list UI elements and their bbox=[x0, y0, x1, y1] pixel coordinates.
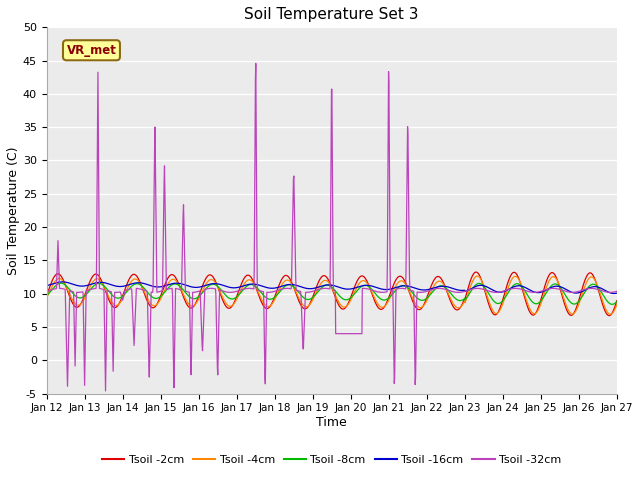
Tsoil -16cm bbox=[307, 286, 315, 291]
Tsoil -32cm bbox=[285, 286, 293, 291]
Tsoil -16cm bbox=[285, 282, 292, 288]
Tsoil -4cm bbox=[285, 277, 292, 283]
Tsoil -16cm bbox=[87, 281, 95, 287]
Tsoil -4cm bbox=[367, 288, 375, 293]
Tsoil -2cm bbox=[307, 300, 314, 305]
Tsoil -2cm bbox=[43, 292, 51, 298]
Tsoil -2cm bbox=[472, 269, 480, 275]
Tsoil -2cm bbox=[367, 288, 375, 294]
Tsoil -8cm bbox=[367, 286, 375, 292]
Tsoil -8cm bbox=[613, 299, 621, 304]
Tsoil -4cm bbox=[307, 300, 314, 306]
Tsoil -32cm bbox=[297, 293, 305, 299]
Tsoil -32cm bbox=[111, 307, 118, 313]
Y-axis label: Soil Temperature (C): Soil Temperature (C) bbox=[7, 146, 20, 275]
Legend: Tsoil -2cm, Tsoil -4cm, Tsoil -8cm, Tsoil -16cm, Tsoil -32cm: Tsoil -2cm, Tsoil -4cm, Tsoil -8cm, Tsoi… bbox=[98, 450, 566, 469]
Tsoil -2cm bbox=[87, 277, 95, 283]
Tsoil -32cm bbox=[87, 287, 95, 292]
Text: VR_met: VR_met bbox=[67, 44, 116, 57]
Tsoil -16cm bbox=[43, 283, 51, 288]
Tsoil -16cm bbox=[611, 290, 618, 296]
Line: Tsoil -4cm: Tsoil -4cm bbox=[47, 276, 617, 314]
Tsoil -4cm bbox=[110, 302, 118, 308]
Tsoil -16cm bbox=[111, 283, 118, 288]
Tsoil -4cm bbox=[607, 312, 614, 317]
X-axis label: Time: Time bbox=[316, 416, 347, 429]
Line: Tsoil -16cm: Tsoil -16cm bbox=[47, 282, 617, 293]
Tsoil -4cm bbox=[296, 298, 304, 304]
Tsoil -32cm bbox=[613, 288, 621, 294]
Tsoil -32cm bbox=[43, 288, 51, 294]
Tsoil -4cm bbox=[43, 295, 51, 301]
Tsoil -8cm bbox=[57, 280, 65, 286]
Line: Tsoil -8cm: Tsoil -8cm bbox=[47, 283, 617, 304]
Tsoil -2cm bbox=[613, 298, 621, 303]
Tsoil -4cm bbox=[87, 283, 95, 288]
Tsoil -8cm bbox=[87, 286, 95, 291]
Tsoil -16cm bbox=[613, 290, 621, 296]
Tsoil -2cm bbox=[605, 313, 613, 319]
Tsoil -8cm bbox=[43, 293, 51, 299]
Tsoil -2cm bbox=[296, 301, 304, 307]
Tsoil -16cm bbox=[367, 283, 375, 289]
Tsoil -32cm bbox=[307, 289, 315, 295]
Tsoil -4cm bbox=[474, 273, 481, 279]
Line: Tsoil -2cm: Tsoil -2cm bbox=[47, 272, 617, 316]
Tsoil -32cm bbox=[252, 60, 260, 66]
Tsoil -8cm bbox=[297, 292, 305, 298]
Tsoil -2cm bbox=[285, 274, 292, 280]
Tsoil -8cm bbox=[307, 296, 315, 301]
Tsoil -32cm bbox=[102, 388, 109, 394]
Tsoil -16cm bbox=[59, 279, 67, 285]
Tsoil -32cm bbox=[368, 287, 376, 293]
Tsoil -4cm bbox=[613, 302, 621, 308]
Tsoil -8cm bbox=[609, 301, 616, 307]
Tsoil -8cm bbox=[285, 282, 292, 288]
Title: Soil Temperature Set 3: Soil Temperature Set 3 bbox=[244, 7, 419, 22]
Tsoil -8cm bbox=[111, 294, 118, 300]
Line: Tsoil -32cm: Tsoil -32cm bbox=[47, 63, 617, 391]
Tsoil -2cm bbox=[110, 304, 118, 310]
Tsoil -16cm bbox=[297, 284, 305, 289]
